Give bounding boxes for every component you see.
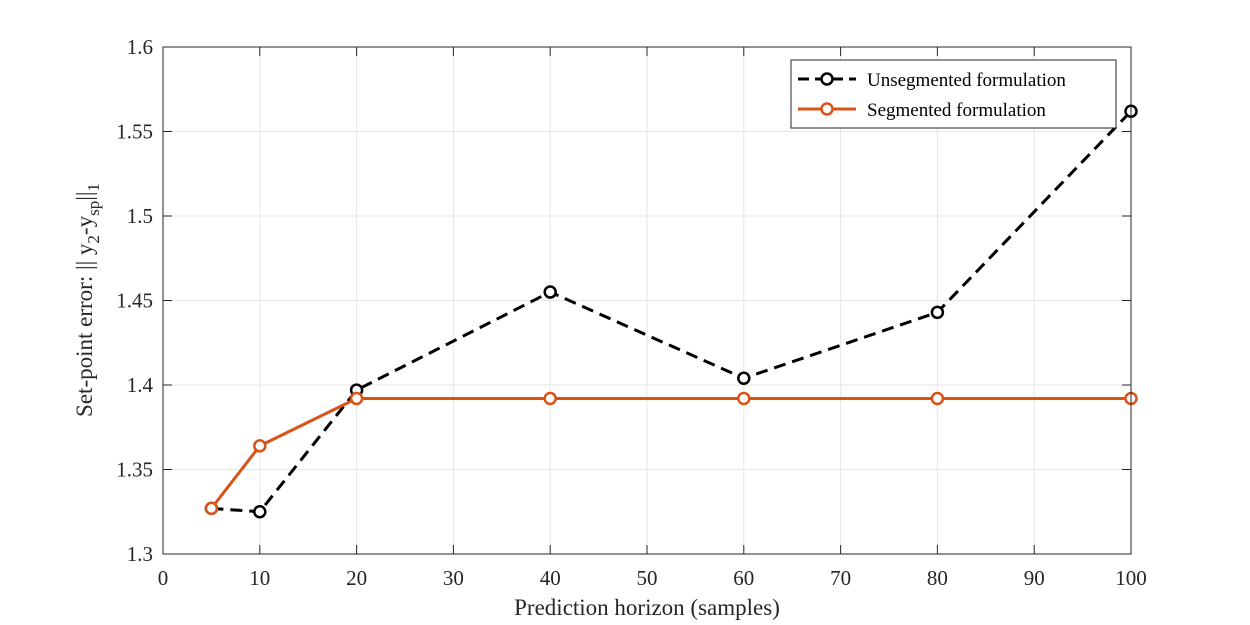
y-tick-label: 1.5 [127,204,153,228]
x-tick-label: 40 [540,566,561,590]
x-tick-label: 30 [443,566,464,590]
data-point-segmented [737,391,751,406]
axis-tick-labels: 0 10 20 30 40 50 60 70 80 90 100 1.3 1.35 1.4 1.45 1.5 1… [116,35,1147,590]
data-point-segmented [253,439,267,453]
y-tick-label: 1.4 [127,373,154,397]
data-point-unsegmented [543,285,557,299]
x-tick-label: 60 [733,566,754,590]
y-tick-label: 1.45 [116,289,153,313]
x-tick-label: 100 [1115,566,1147,590]
legend-label-segmented: Segmented formulation [867,100,1046,121]
y-tick-label: 1.3 [127,542,153,566]
x-tick-label: 70 [830,566,851,590]
data-point-segmented [349,391,364,406]
y-tick-label: 1.55 [116,120,153,144]
x-tick-label: 0 [158,566,169,590]
grid-lines [163,47,1131,554]
data-point-segmented [204,501,219,516]
legend-marker-unsegmented [820,72,834,86]
y-tick-label: 1.6 [127,35,153,59]
x-tick-label: 90 [1024,566,1045,590]
y-tick-label: 1.35 [116,458,153,482]
legend-box [790,59,1117,129]
x-tick-label: 20 [346,566,367,590]
legend: Unsegmented formulation Segmented formul… [790,59,1117,129]
x-tick-label: 10 [249,566,270,590]
data-point-segmented [930,391,945,406]
x-tick-label: 80 [927,566,948,590]
axis-ticks [162,46,1132,555]
legend-label-unsegmented: Unsegmented formulation [867,70,1066,91]
x-axis-title: Prediction horizon (samples) [514,595,780,620]
y-axis-title: Set-point error: || y2-ysp||1 [72,183,103,417]
data-point-segmented [543,391,557,406]
x-tick-label: 50 [637,566,658,590]
data-point-unsegmented [253,505,267,519]
data-point-unsegmented [737,371,751,385]
data-point-unsegmented [930,305,945,320]
legend-marker-segmented [820,102,834,116]
